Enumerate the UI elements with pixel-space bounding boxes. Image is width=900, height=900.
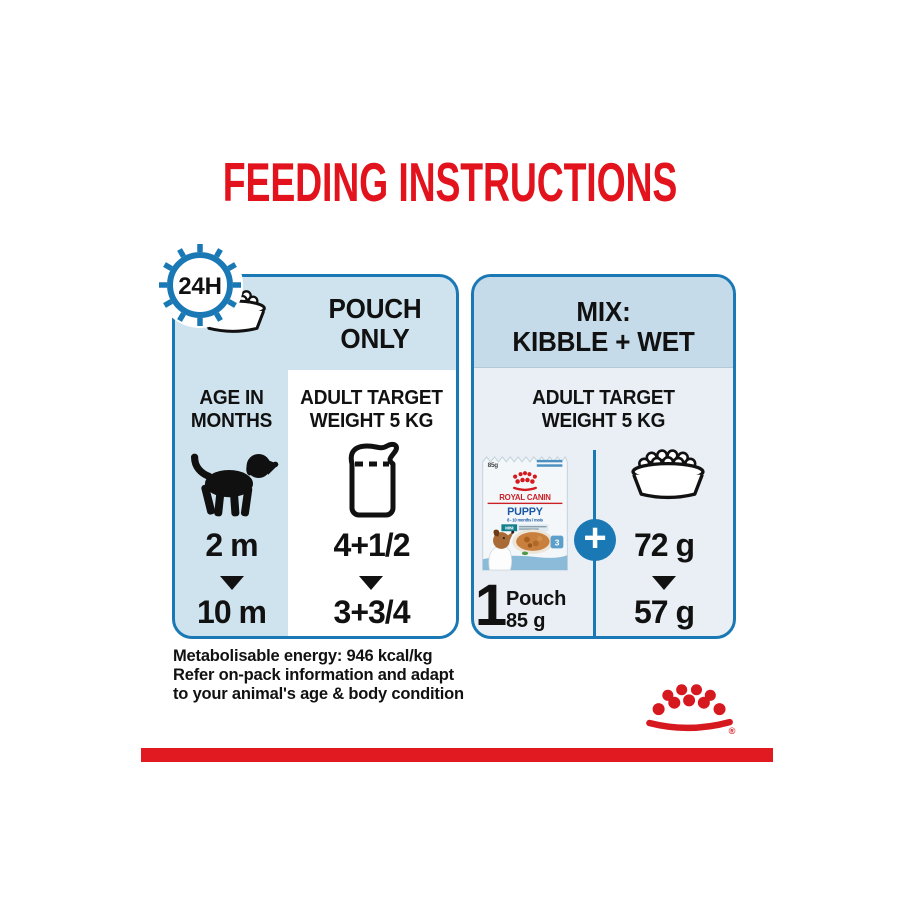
age-column-header: AGE IN MONTHS — [178, 387, 285, 433]
clock-24h-icon: 24H — [157, 242, 243, 328]
arrow-down-icon — [652, 576, 676, 590]
pouch-crown-logo — [513, 471, 537, 492]
pouch-quantity-unit: Pouch — [506, 588, 567, 610]
clock-24h-label: 24H — [178, 273, 221, 300]
mix-kibble-wet-panel: MIX: KIBBLE + WET ADULT TARGET WEIGHT 5 … — [471, 274, 736, 639]
arrow-down-icon — [220, 576, 244, 590]
footnote-line2: Refer on-pack information and adapt — [173, 665, 454, 684]
pouch-size-label: MINI — [505, 526, 513, 531]
age-header-line2: MONTHS — [190, 410, 273, 432]
pouch-only-heading-line1: POUCH — [328, 293, 422, 324]
mix-heading: MIX: KIBBLE + WET — [483, 297, 724, 357]
plus-icon: + — [574, 518, 616, 561]
weight-header-line1: ADULT TARGET — [300, 387, 443, 409]
pouch-outline-icon — [348, 441, 399, 518]
pouch-quantity-weight: 85 g — [506, 610, 546, 632]
kibble-start-value: 72 g — [633, 527, 695, 563]
mix-weight-header-line1: ADULT TARGET — [532, 387, 675, 409]
pouch-start-value: 4+1/2 — [333, 527, 411, 563]
registered-trademark: ® — [729, 726, 736, 736]
weight-header-line2: WEIGHT 5 KG — [309, 410, 434, 432]
red-divider-bar — [141, 748, 773, 762]
pouch-brand-label: ROYAL CANIN — [499, 493, 551, 502]
pouch-badge: 3 — [555, 537, 560, 547]
pouch-only-heading-line2: ONLY — [340, 323, 410, 354]
pouch-only-heading: POUCH ONLY — [301, 294, 450, 354]
pouch-end-value: 3+3/4 — [333, 594, 411, 630]
footnote: Metabolisable energy: 946 kcal/kg Refer … — [173, 646, 464, 703]
age-start-value: 2 m — [205, 527, 258, 563]
arrow-down-icon — [359, 576, 383, 590]
page-title: FEEDING INSTRUCTIONS — [222, 151, 678, 213]
pouch-product-sub: 8 - 10 months / mois — [507, 517, 544, 522]
mix-heading-line1: MIX: — [576, 296, 631, 327]
footnote-line3: to your animal's age & body condition — [173, 684, 464, 703]
food-bowl-icon — [631, 449, 705, 500]
age-header-line1: AGE IN — [199, 387, 264, 409]
pouch-only-panel: POUCH ONLY AGE IN MONTHS ADULT TARGET WE… — [172, 274, 459, 639]
footnote-line1: Metabolisable energy: 946 kcal/kg — [173, 646, 433, 665]
mix-weight-header: ADULT TARGET WEIGHT 5 KG — [480, 387, 726, 433]
kibble-end-value: 57 g — [633, 594, 695, 630]
mix-weight-header-line2: WEIGHT 5 KG — [541, 410, 666, 432]
puppy-silhouette-icon — [191, 453, 279, 517]
mix-panel-header: MIX: KIBBLE + WET — [474, 277, 733, 368]
pouch-quantity-number: 1 — [474, 573, 507, 638]
pouch-weight-label: 85g — [488, 462, 499, 469]
product-pouch-image: 85g ROYAL CANIN PUPPY 8 - 10 months / mo… — [482, 455, 568, 571]
royal-canin-crown-logo: ® — [646, 684, 736, 736]
age-end-value: 10 m — [197, 594, 267, 630]
mix-heading-line2: KIBBLE + WET — [512, 326, 695, 357]
pouch-dog-image — [488, 529, 515, 571]
pouch-product-name: PUPPY — [507, 506, 544, 518]
adult-weight-column-header: ADULT TARGET WEIGHT 5 KG — [292, 387, 451, 433]
